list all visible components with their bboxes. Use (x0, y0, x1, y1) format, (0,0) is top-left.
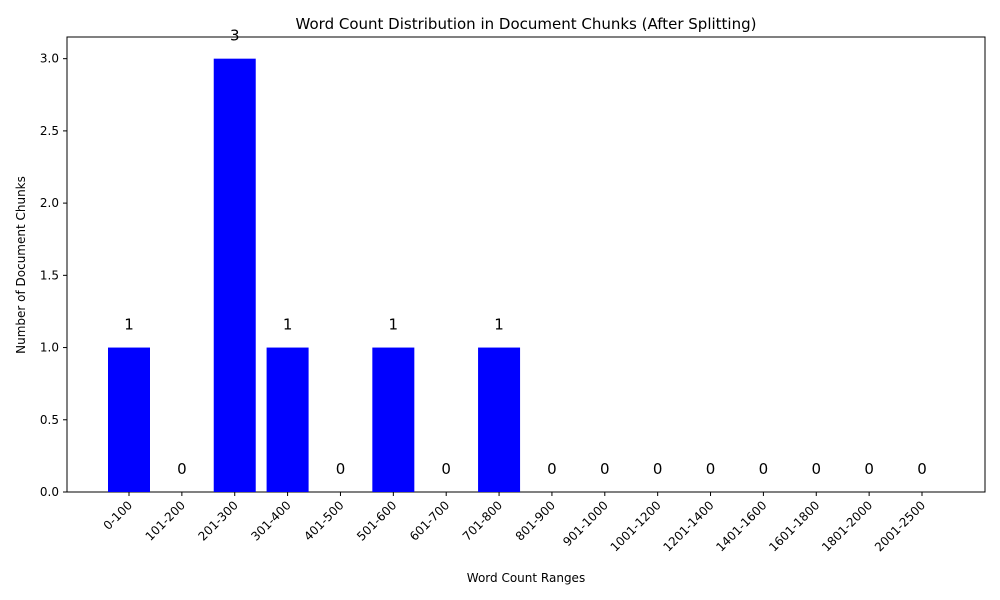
x-tick-label: 501-600 (354, 498, 399, 543)
bar-501-600 (372, 347, 415, 492)
y-tick-label: 2.0 (40, 196, 59, 210)
data-label-1801-2000: 0 (864, 460, 874, 478)
y-tick-label: 1.5 (40, 268, 59, 282)
x-tick-label: 201-300 (196, 498, 241, 543)
x-tick-label: 801-900 (513, 498, 558, 543)
data-label-1001-1200: 0 (653, 460, 663, 478)
plot-frame (66, 36, 986, 493)
data-label-501-600: 1 (389, 316, 399, 334)
data-label-301-400: 1 (283, 316, 293, 334)
data-label-401-500: 0 (336, 460, 346, 478)
x-tick-label: 901-1000 (560, 498, 611, 549)
x-tick-label: 701-800 (460, 498, 505, 543)
x-tick-label: 401-500 (301, 498, 346, 543)
data-label-201-300: 3 (230, 27, 240, 45)
x-tick-label: 601-700 (407, 498, 452, 543)
data-label-1401-1600: 0 (759, 460, 769, 478)
x-tick-label: 2001-2500 (872, 498, 928, 554)
data-label-1201-1400: 0 (706, 460, 716, 478)
x-tick-label: 1601-1800 (766, 498, 822, 554)
y-tick-label: 3.0 (40, 52, 59, 66)
data-label-2001-2500: 0 (917, 460, 927, 478)
y-tick-label: 1.0 (40, 341, 59, 355)
x-tick-label: 1801-2000 (819, 498, 875, 554)
data-label-1601-1800: 0 (811, 460, 821, 478)
data-label-801-900: 0 (547, 460, 557, 478)
x-tick-label: 301-400 (248, 498, 293, 543)
x-axis-title: Word Count Ranges (467, 571, 585, 585)
x-tick-label: 1001-1200 (608, 498, 664, 554)
bar-0-100 (108, 347, 150, 492)
x-tick-label: 1201-1400 (660, 498, 716, 554)
plot-area (66, 36, 986, 493)
x-tick-label: 1401-1600 (713, 498, 769, 554)
data-label-601-700: 0 (441, 460, 451, 478)
y-tick-label: 2.5 (40, 124, 59, 138)
bar-301-400 (266, 347, 309, 492)
data-label-701-800: 1 (494, 316, 504, 334)
x-tick-label: 0-100 (101, 498, 136, 533)
data-label-901-1000: 0 (600, 460, 610, 478)
chart-title: Word Count Distribution in Document Chun… (296, 15, 757, 33)
bar-701-800 (478, 347, 521, 492)
bar-201-300 (213, 58, 256, 493)
y-tick-label: 0.0 (40, 485, 59, 499)
x-tick-label: 101-200 (143, 498, 188, 543)
y-axis-title: Number of Document Chunks (14, 176, 28, 354)
y-tick-label: 0.5 (40, 413, 59, 427)
data-label-101-200: 0 (177, 460, 187, 478)
data-label-0-100: 1 (124, 316, 134, 334)
